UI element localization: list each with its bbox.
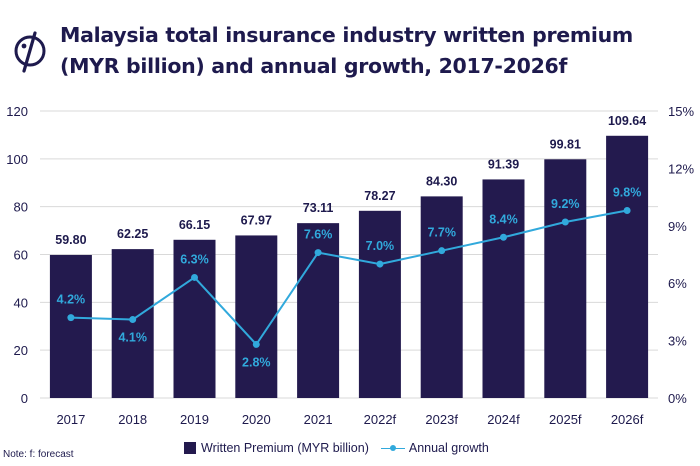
bar-value-label: 84.30 bbox=[426, 174, 457, 188]
bar-value-label: 91.39 bbox=[488, 157, 519, 171]
y-left-tick-label: 100 bbox=[6, 152, 28, 167]
bar-value-label: 78.27 bbox=[364, 189, 395, 203]
growth-value-label: 7.7% bbox=[427, 226, 456, 240]
growth-value-label: 4.2% bbox=[57, 293, 86, 307]
bar bbox=[544, 159, 587, 398]
legend-line-swatch bbox=[380, 442, 405, 454]
growth-point bbox=[623, 206, 631, 214]
bar bbox=[49, 254, 92, 398]
x-tick-label: 2024f bbox=[487, 412, 520, 427]
forecast-note: Note: f: forecast bbox=[3, 449, 74, 460]
growth-point bbox=[376, 260, 384, 268]
growth-value-label: 9.2% bbox=[551, 197, 580, 211]
growth-value-label: 8.4% bbox=[489, 212, 518, 226]
bar-value-label: 109.64 bbox=[608, 114, 646, 128]
bar bbox=[606, 135, 649, 399]
growth-point bbox=[191, 273, 198, 281]
growth-value-label: 4.1% bbox=[118, 331, 147, 345]
growth-point bbox=[129, 316, 137, 324]
y-right-tick-label: 3% bbox=[668, 334, 687, 349]
bar bbox=[420, 196, 463, 398]
growth-value-label: 7.6% bbox=[304, 228, 333, 242]
bar-value-label: 73.11 bbox=[303, 201, 334, 215]
growth-point bbox=[314, 249, 322, 257]
x-tick-label: 2021 bbox=[304, 412, 333, 427]
x-tick-label: 2019 bbox=[180, 412, 209, 427]
bar bbox=[111, 249, 154, 398]
growth-point bbox=[67, 314, 75, 322]
y-right-tick-label: 12% bbox=[668, 161, 694, 176]
y-left-tick-label: 40 bbox=[14, 295, 28, 310]
x-tick-label: 2017 bbox=[56, 412, 85, 427]
y-left-tick-label: 0 bbox=[21, 391, 28, 406]
bar bbox=[235, 235, 278, 398]
legend-bar-label: Written Premium (MYR billion) bbox=[201, 441, 369, 455]
y-right-tick-label: 15% bbox=[668, 104, 694, 119]
growth-point bbox=[500, 233, 507, 241]
bar bbox=[358, 210, 401, 398]
bar-value-label: 62.25 bbox=[117, 227, 148, 241]
y-left-tick-label: 80 bbox=[14, 200, 28, 215]
bar bbox=[482, 179, 525, 398]
bar bbox=[173, 239, 216, 398]
bar-value-label: 99.81 bbox=[550, 137, 581, 151]
y-left-tick-label: 60 bbox=[14, 248, 28, 263]
x-tick-label: 2025f bbox=[549, 412, 582, 427]
growth-value-label: 6.3% bbox=[180, 252, 209, 266]
y-right-tick-label: 9% bbox=[668, 219, 687, 234]
y-left-tick-label: 20 bbox=[14, 343, 28, 358]
bar-value-label: 59.80 bbox=[55, 233, 86, 247]
x-tick-label: 2022f bbox=[364, 412, 397, 427]
x-tick-label: 2023f bbox=[425, 412, 458, 427]
growth-point bbox=[561, 218, 569, 226]
legend-line-label: Annual growth bbox=[408, 441, 489, 455]
y-left-tick-label: 120 bbox=[6, 104, 28, 119]
chart-legend: Written Premium (MYR billion) Annual gro… bbox=[184, 438, 489, 458]
x-tick-label: 2018 bbox=[118, 412, 147, 427]
growth-value-label: 7.0% bbox=[366, 239, 395, 253]
growth-point bbox=[252, 340, 260, 348]
growth-line bbox=[70, 209, 628, 347]
growth-value-label: 9.8% bbox=[613, 185, 642, 199]
bar-value-label: 67.97 bbox=[241, 213, 272, 227]
chart-title: Malaysia total insurance industry writte… bbox=[60, 23, 633, 78]
brand-logo-icon bbox=[10, 27, 50, 77]
x-tick-label: 2020 bbox=[242, 412, 271, 427]
bar-value-label: 66.15 bbox=[179, 218, 210, 232]
y-right-tick-label: 0% bbox=[668, 391, 687, 406]
growth-point bbox=[438, 247, 446, 255]
growth-value-label: 2.8% bbox=[242, 355, 271, 369]
x-tick-label: 2026f bbox=[611, 412, 644, 427]
y-right-tick-label: 6% bbox=[668, 276, 687, 291]
legend-bar-swatch bbox=[184, 442, 196, 454]
